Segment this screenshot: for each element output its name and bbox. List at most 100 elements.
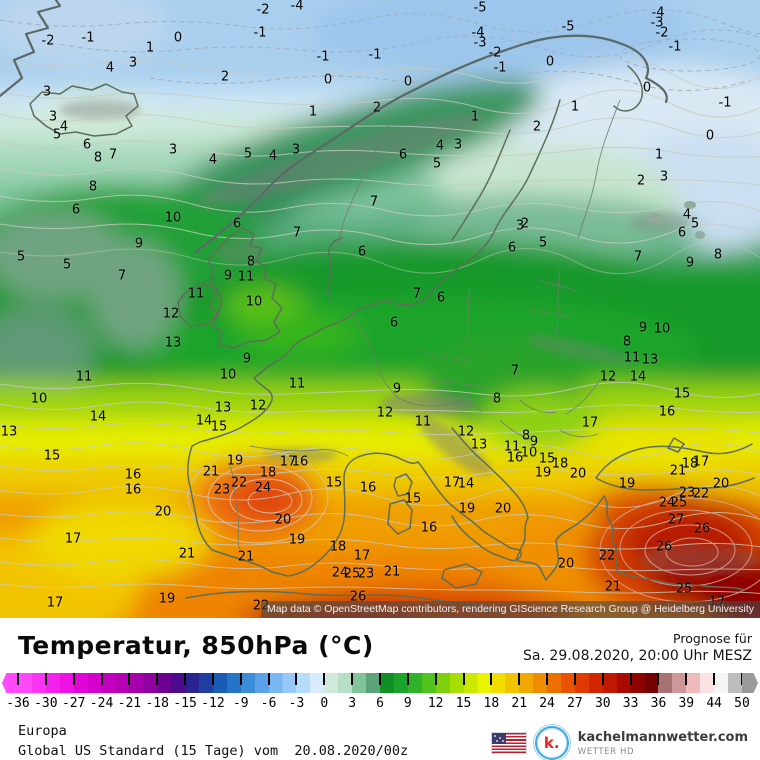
scale-tick [351, 673, 354, 685]
scale-cell [574, 673, 603, 693]
scale-tick-label: 33 [622, 696, 639, 711]
scale-cell [296, 673, 325, 693]
scale-tick-label: 50 [734, 696, 750, 711]
scale-tick-label: 36 [650, 696, 667, 711]
scale-cell [630, 673, 659, 693]
scale-tick [685, 673, 688, 685]
map-attribution: Map data © OpenStreetMap contributors, r… [260, 601, 760, 618]
coastlines [0, 0, 755, 613]
scale-cell [407, 673, 436, 693]
scale-tick [267, 673, 270, 685]
scale-tick-label: -21 [117, 696, 142, 711]
country-borders [229, 99, 621, 551]
scale-tick-label: -24 [89, 696, 114, 711]
map-canvas: -2 -4 -5 -5 -4 -3 -2 -1 -2 -1 0 1 -1 -1 -1 -4 -3 -2 -1 0 0 0-… [0, 0, 760, 618]
scale-tick [518, 673, 521, 685]
scale-tick [72, 673, 75, 685]
scale-cell [547, 673, 575, 693]
scale-tick-label: -9 [232, 696, 249, 711]
brand-text: kachelmannwetter.com WETTER HD [578, 730, 748, 757]
scale-cell [240, 673, 269, 693]
scale-cell [212, 673, 241, 693]
lakes [647, 201, 705, 239]
model-info: Europa Global US Standard (15 Tage) vom … [18, 722, 408, 760]
scale-tick-label: -36 [6, 696, 30, 711]
scale-cell [602, 673, 631, 693]
scale-tick-label: -30 [34, 696, 58, 711]
scale-tick [434, 673, 437, 685]
k-logo-letter: k. [543, 734, 560, 752]
turkey-contours [599, 497, 760, 603]
us-flag-canton [491, 733, 506, 744]
scale-tick-label: 18 [483, 696, 500, 711]
scale-cell [185, 673, 213, 693]
scale-cell [101, 673, 130, 693]
scale-cells [17, 673, 743, 693]
scale-cell [491, 673, 520, 693]
scale-tick-label: 21 [511, 696, 528, 711]
brand-sub: WETTER HD [577, 746, 635, 757]
scale-cell [435, 673, 464, 693]
color-scale [2, 673, 758, 693]
scale-tick-label: 15 [455, 696, 472, 711]
scale-tick-label: 12 [427, 696, 444, 711]
scale-cell [714, 673, 742, 693]
scale-tick-label: 39 [678, 696, 695, 711]
scale-tick [601, 673, 604, 685]
scale-arrow-left-icon [2, 673, 18, 693]
scale-tick [629, 673, 632, 685]
spain-contours [187, 450, 329, 544]
page-title: Temperatur, 850hPa (°C) [18, 631, 374, 660]
scale-tick-label: 6 [376, 696, 384, 711]
model-run-label: Global US Standard (15 Tage) vom 20.08.2… [18, 742, 409, 759]
brand-block: k. kachelmannwetter.com WETTER HD [491, 726, 748, 760]
scale-tick-label: 0 [320, 696, 329, 711]
brand-name: kachelmannwetter.com [577, 729, 748, 745]
scale-tick [546, 673, 549, 685]
scale-tick-label: -6 [260, 696, 277, 711]
forecast-info: Prognose für Sa. 29.08.2020, 20:00 Uhr M… [523, 631, 752, 664]
scale-cell [45, 673, 74, 693]
scale-tick-label: 27 [567, 696, 583, 711]
scale-tick [156, 673, 159, 685]
temperature-field [0, 0, 760, 618]
scale-arrow-right-icon [742, 673, 758, 693]
scale-tick-label: 30 [594, 696, 611, 711]
scale-cell [324, 673, 353, 693]
scale-tick [128, 673, 131, 685]
scale-cell [268, 673, 297, 693]
scale-tick [44, 673, 47, 685]
forecast-datetime: Sa. 29.08.2020, 20:00 Uhr MESZ [523, 648, 752, 664]
bottom-row: Europa Global US Standard (15 Tage) vom … [0, 722, 760, 760]
scale-tick [379, 673, 381, 685]
scale-tick-label: 24 [539, 696, 555, 711]
scale-cell [157, 673, 186, 693]
scale-tick [462, 673, 465, 685]
scale-tick [100, 673, 103, 685]
scale-tick [657, 673, 660, 685]
scale-cell [129, 673, 158, 693]
temperature-map-svg [0, 0, 760, 618]
legend-footer: Temperatur, 850hPa (°C) Prognose für Sa.… [0, 618, 760, 760]
scale-tick [490, 673, 493, 685]
scale-tick [323, 673, 326, 685]
scale-tick-label: 44 [706, 696, 722, 711]
scale-cell [379, 673, 408, 693]
scale-tick [406, 673, 409, 685]
scale-cell [686, 673, 715, 693]
scale-tick [573, 673, 576, 685]
kachelmann-logo-icon: k. [534, 726, 569, 760]
scale-cell [352, 673, 380, 693]
scale-cell [658, 673, 687, 693]
scale-tick [17, 673, 19, 685]
forecast-label: Prognose für [673, 631, 752, 646]
scale-tick [239, 673, 242, 685]
scale-cell [73, 673, 102, 693]
scale-tick-label: -3 [288, 696, 305, 711]
scale-tick [295, 673, 298, 685]
scale-tick-label: -18 [145, 696, 169, 711]
scale-tick [211, 673, 214, 685]
dashed-contours [0, 9, 760, 91]
scale-cell [18, 673, 46, 693]
